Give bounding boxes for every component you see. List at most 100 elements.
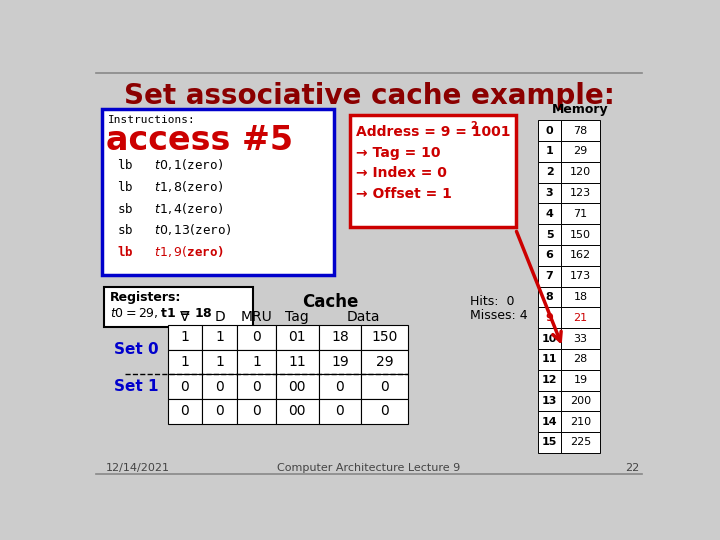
Bar <box>538 411 561 432</box>
Text: 173: 173 <box>570 271 591 281</box>
Text: lb   $t1, 9($zero): lb $t1, 9($zero) <box>117 244 224 259</box>
Bar <box>561 120 600 141</box>
Bar <box>538 266 561 287</box>
Text: MRU: MRU <box>240 310 272 325</box>
Text: $t0 = 29, $t1 = 18: $t0 = 29, $t1 = 18 <box>110 306 213 320</box>
Bar <box>561 183 600 204</box>
Text: 0: 0 <box>215 404 224 418</box>
Text: 123: 123 <box>570 188 591 198</box>
Bar <box>202 399 238 423</box>
Text: 19: 19 <box>574 375 588 385</box>
Bar <box>276 399 319 423</box>
Text: 162: 162 <box>570 251 591 260</box>
Bar <box>168 325 202 350</box>
Bar <box>319 399 361 423</box>
Bar <box>538 120 561 141</box>
Text: 200: 200 <box>570 396 591 406</box>
Bar <box>319 325 361 350</box>
Bar <box>561 204 600 224</box>
Text: Computer Architecture Lecture 9: Computer Architecture Lecture 9 <box>277 463 461 473</box>
Text: 10: 10 <box>542 334 557 343</box>
Bar <box>361 374 408 399</box>
Bar <box>538 287 561 307</box>
Bar <box>561 370 600 390</box>
Text: 0: 0 <box>181 404 189 418</box>
Text: 0: 0 <box>380 404 389 418</box>
Bar <box>350 115 516 226</box>
Text: 00: 00 <box>289 380 306 394</box>
Bar <box>561 141 600 162</box>
Bar <box>361 325 408 350</box>
Bar <box>538 204 561 224</box>
Bar <box>538 370 561 390</box>
Text: Misses: 4: Misses: 4 <box>469 308 527 321</box>
Bar <box>202 325 238 350</box>
Bar <box>538 141 561 162</box>
Text: Set 0: Set 0 <box>114 342 159 357</box>
Text: Cache: Cache <box>302 293 359 311</box>
Text: sb   $t0, 13($zero): sb $t0, 13($zero) <box>117 222 232 237</box>
Text: Tag: Tag <box>285 310 309 325</box>
Text: 0: 0 <box>546 126 554 136</box>
Bar <box>538 307 561 328</box>
Bar <box>561 432 600 453</box>
Bar <box>319 374 361 399</box>
Bar <box>561 328 600 349</box>
Text: 5: 5 <box>546 230 554 240</box>
Bar <box>361 399 408 423</box>
Bar <box>168 350 202 374</box>
Text: 0: 0 <box>181 380 189 394</box>
Bar <box>361 350 408 374</box>
Text: 210: 210 <box>570 417 591 427</box>
Text: 1: 1 <box>181 330 189 345</box>
Text: 225: 225 <box>570 437 591 448</box>
Text: 0: 0 <box>336 380 344 394</box>
Text: 33: 33 <box>574 334 588 343</box>
Text: Instructions:: Instructions: <box>108 115 196 125</box>
Bar <box>538 328 561 349</box>
Text: 18: 18 <box>574 292 588 302</box>
Text: 1: 1 <box>181 355 189 369</box>
Bar <box>276 325 319 350</box>
Bar <box>276 350 319 374</box>
Text: 21: 21 <box>574 313 588 323</box>
Text: 120: 120 <box>570 167 591 177</box>
Bar <box>538 432 561 453</box>
Text: 0: 0 <box>215 380 224 394</box>
Text: → Offset = 1: → Offset = 1 <box>356 187 451 201</box>
Text: 0: 0 <box>252 330 261 345</box>
Bar <box>319 350 361 374</box>
Bar <box>276 374 319 399</box>
Text: access #5: access #5 <box>106 124 292 157</box>
Text: 12/14/2021: 12/14/2021 <box>106 463 169 473</box>
Bar <box>561 307 600 328</box>
Bar <box>561 266 600 287</box>
Bar <box>561 224 600 245</box>
Text: 4: 4 <box>546 209 554 219</box>
Text: 01: 01 <box>289 330 306 345</box>
Bar <box>102 110 334 275</box>
Text: 29: 29 <box>376 355 393 369</box>
Text: 78: 78 <box>573 126 588 136</box>
Text: 29: 29 <box>573 146 588 157</box>
Text: 28: 28 <box>573 354 588 364</box>
Text: 6: 6 <box>546 251 554 260</box>
Text: Set associative cache example:: Set associative cache example: <box>124 82 614 110</box>
Text: → Index = 0: → Index = 0 <box>356 166 446 180</box>
Bar <box>538 349 561 370</box>
Text: 3: 3 <box>546 188 554 198</box>
Bar <box>168 399 202 423</box>
Text: 15: 15 <box>542 437 557 448</box>
Bar <box>561 411 600 432</box>
Text: lb   $t1, 8($zero): lb $t1, 8($zero) <box>117 179 224 194</box>
Text: 13: 13 <box>542 396 557 406</box>
Bar <box>538 183 561 204</box>
Bar <box>538 245 561 266</box>
Bar <box>238 399 276 423</box>
Text: → Tag = 10: → Tag = 10 <box>356 146 441 160</box>
Text: Registers:: Registers: <box>110 291 181 304</box>
Text: D: D <box>215 310 225 325</box>
Text: Address = 9 = 1001: Address = 9 = 1001 <box>356 125 510 139</box>
Text: 00: 00 <box>289 404 306 418</box>
Text: 2: 2 <box>546 167 554 177</box>
